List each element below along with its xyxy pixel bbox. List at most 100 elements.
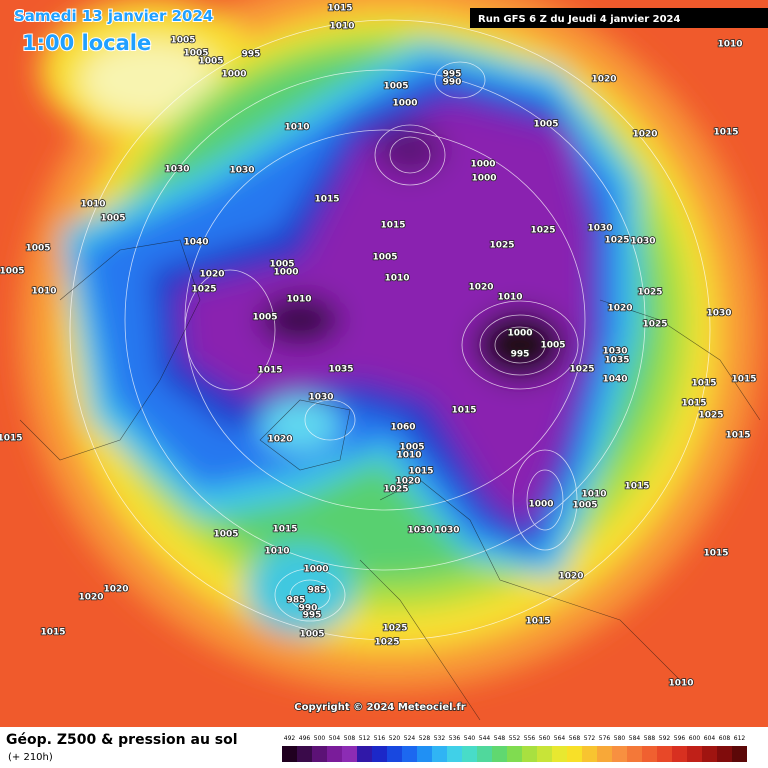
pressure-label: 1005 <box>533 120 558 130</box>
pressure-label: 1005 <box>372 253 397 263</box>
scale-swatch <box>327 746 342 762</box>
scale-label: 584 <box>629 735 641 742</box>
pressure-label: 1025 <box>489 241 514 251</box>
pressure-label: 1015 <box>272 525 297 535</box>
scale-label: 580 <box>614 735 626 742</box>
pressure-label: 1010 <box>31 287 56 297</box>
scale-label: 548 <box>494 735 506 742</box>
isobars <box>69 19 711 641</box>
pressure-label: 1020 <box>395 477 420 487</box>
legend-subtitle: (+ 210h) <box>8 752 53 763</box>
pressure-label: 1005 <box>25 244 50 254</box>
date-title: Samedi 13 janvier 2024 <box>14 7 213 25</box>
pressure-label: 1005 <box>0 267 25 277</box>
scale-swatch <box>642 746 657 762</box>
copyright: Copyright © 2024 Meteociel.fr <box>294 702 465 713</box>
pressure-label: 1000 <box>507 329 532 339</box>
scale-label: 600 <box>689 735 701 742</box>
pressure-label: 1015 <box>624 482 649 492</box>
scale-swatch <box>282 746 297 762</box>
pressure-label: 1015 <box>380 221 405 231</box>
pressure-label: 1040 <box>183 238 208 248</box>
scale-swatch <box>627 746 642 762</box>
pressure-label: 1020 <box>199 270 224 280</box>
pressure-label: 1015 <box>703 549 728 559</box>
pressure-label: 1025 <box>637 288 662 298</box>
pressure-label: 1005 <box>213 530 238 540</box>
scale-swatch <box>672 746 687 762</box>
pressure-label: 1015 <box>0 434 23 444</box>
pressure-label: 1005 <box>399 443 424 453</box>
pressure-label: 1000 <box>273 268 298 278</box>
pressure-label: 1030 <box>434 526 459 536</box>
pressure-label: 1030 <box>164 165 189 175</box>
scale-label: 572 <box>584 735 596 742</box>
pressure-label: 1010 <box>581 490 606 500</box>
pressure-label: 1020 <box>103 585 128 595</box>
pressure-label: 1010 <box>384 274 409 284</box>
pressure-label: 985 <box>287 596 306 606</box>
pressure-label: 1015 <box>314 195 339 205</box>
scale-swatch <box>537 746 552 762</box>
pressure-label: 1010 <box>286 295 311 305</box>
scale-label: 556 <box>524 735 536 742</box>
pressure-label: 1005 <box>383 82 408 92</box>
pressure-label: 1025 <box>530 226 555 236</box>
pressure-label: 1060 <box>390 423 415 433</box>
local-time: 1:00 locale <box>22 31 151 55</box>
scale-label: 604 <box>704 735 716 742</box>
scale-swatch <box>372 746 387 762</box>
scale-swatch <box>492 746 507 762</box>
pressure-label: 1010 <box>497 293 522 303</box>
pressure-label: 1015 <box>408 467 433 477</box>
pressure-label: 1025 <box>383 485 408 495</box>
run-info: Run GFS 6 Z du Jeudi 4 janvier 2024 <box>478 14 681 25</box>
scale-swatch <box>297 746 312 762</box>
pressure-label: 995 <box>443 70 462 80</box>
pressure-label: 1040 <box>602 375 627 385</box>
pressure-label: 1020 <box>267 435 292 445</box>
pressure-label: 990 <box>443 78 462 88</box>
pressure-label: 1020 <box>591 75 616 85</box>
scale-label: 592 <box>659 735 671 742</box>
pressure-label: 1025 <box>698 411 723 421</box>
scale-label: 516 <box>374 735 386 742</box>
pressure-label: 1005 <box>572 501 597 511</box>
pressure-label: 1025 <box>374 638 399 648</box>
pressure-label: 1015 <box>257 366 282 376</box>
scale-swatch <box>402 746 417 762</box>
pressure-label: 1015 <box>691 379 716 389</box>
pressure-label: 1030 <box>308 393 333 403</box>
scale-swatch <box>357 746 372 762</box>
pressure-label: 1000 <box>392 99 417 109</box>
pressure-label: 1025 <box>191 285 216 295</box>
pressure-label: 1005 <box>100 214 125 224</box>
scale-swatch <box>597 746 612 762</box>
pressure-label: 1000 <box>221 70 246 80</box>
scale-label: 560 <box>539 735 551 742</box>
scale-swatch <box>447 746 462 762</box>
pressure-label: 1030 <box>630 237 655 247</box>
pressure-label: 1005 <box>198 57 223 67</box>
pressure-label: 1015 <box>327 4 352 14</box>
color-scale: 492 496 500 504 508 512 516 520 524 528 532 536 540 5… <box>282 735 747 762</box>
pressure-label: 1005 <box>170 36 195 46</box>
scale-swatch <box>477 746 492 762</box>
scale-swatch <box>432 746 447 762</box>
scale-label: 532 <box>434 735 446 742</box>
pressure-label: 1010 <box>668 679 693 689</box>
scale-swatch <box>582 746 597 762</box>
pressure-label: 1000 <box>303 565 328 575</box>
scale-label: 492 <box>284 735 296 742</box>
scale-label: 520 <box>389 735 401 742</box>
pressure-label: 990 <box>299 604 318 614</box>
pressure-label: 1010 <box>284 123 309 133</box>
pressure-label: 985 <box>308 586 327 596</box>
pressure-label: 1030 <box>229 166 254 176</box>
pressure-label: 1020 <box>558 572 583 582</box>
scale-label: 536 <box>449 735 461 742</box>
scale-swatch <box>507 746 522 762</box>
pressure-label: 1025 <box>604 236 629 246</box>
scale-label: 564 <box>554 735 566 742</box>
